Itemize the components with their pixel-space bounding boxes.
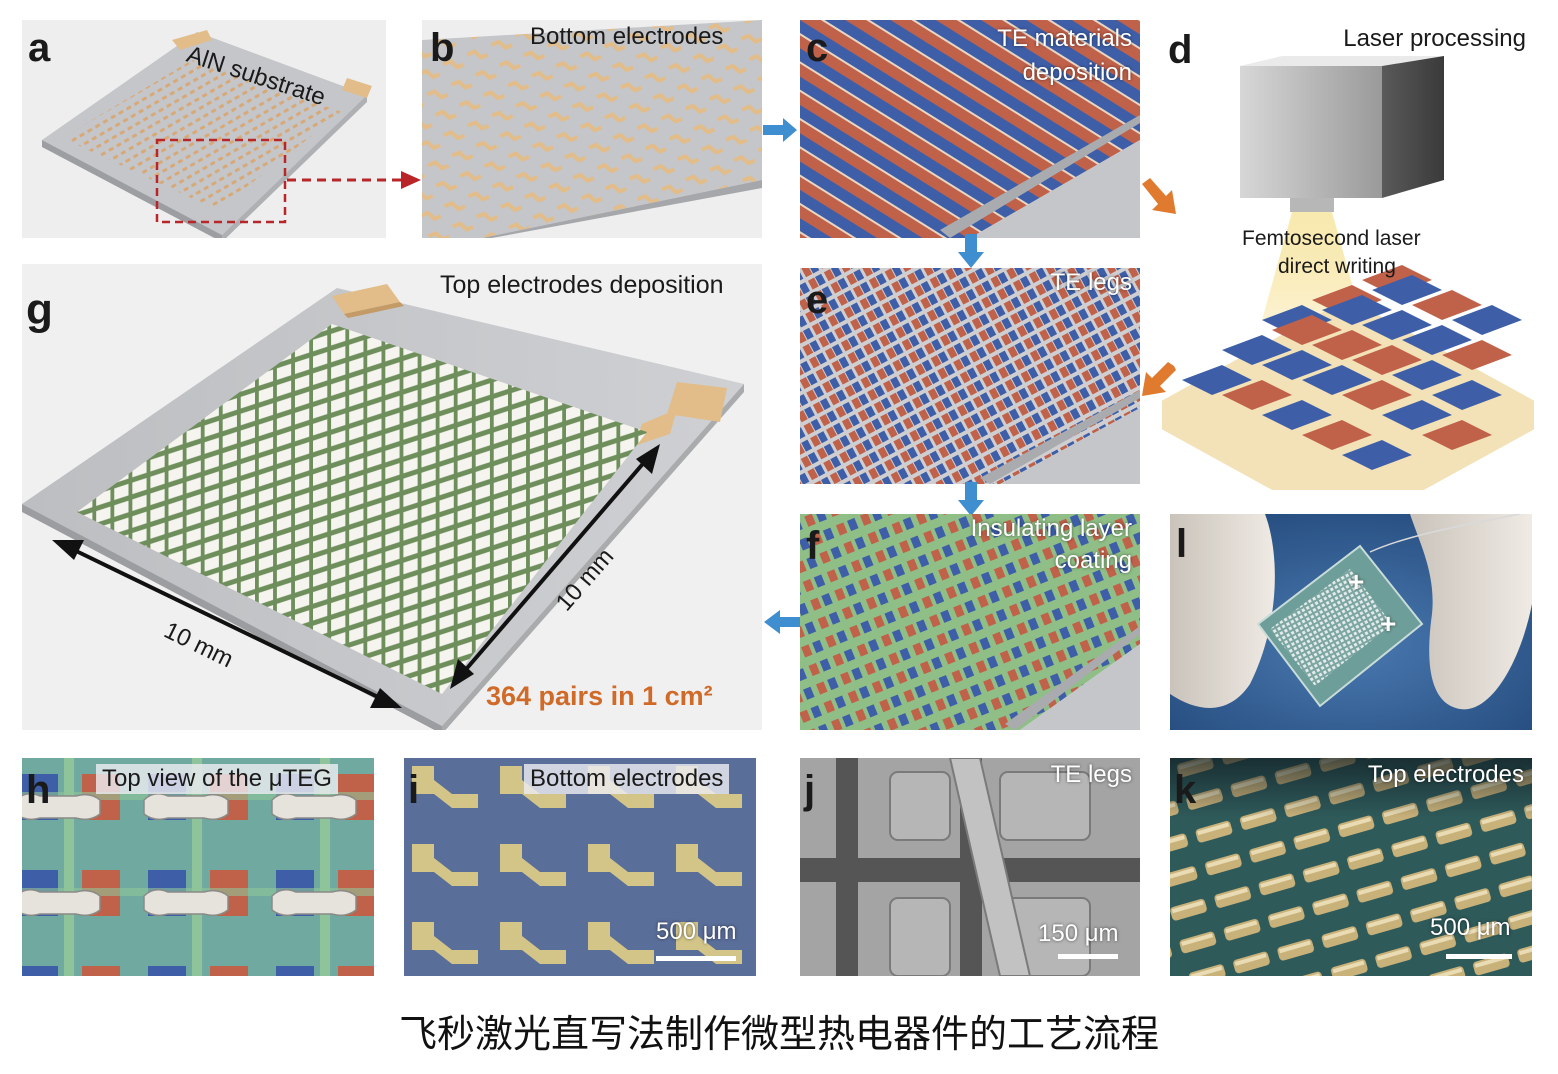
panel-i-scale: 500 μm xyxy=(656,918,737,945)
panel-f-illustration xyxy=(800,514,1140,730)
panel-c-label-line2: deposition xyxy=(1022,59,1132,86)
panel-c-illustration xyxy=(800,20,1140,238)
panel-d: d Laser processing Femtosecond laser dir… xyxy=(1162,20,1534,490)
panel-d-illustration xyxy=(1162,56,1534,490)
panel-g: g Top electrodes deposition 10 mm 10 mm … xyxy=(22,264,762,730)
panel-k-label: Top electrodes xyxy=(1367,761,1524,788)
panel-g-letter: g xyxy=(26,285,53,334)
panel-h-letter: h xyxy=(26,768,51,812)
panel-i-illustration xyxy=(404,758,756,976)
panel-f-letter: f xyxy=(806,524,820,568)
panel-l-plus-2: + xyxy=(1380,608,1397,639)
panel-e-illustration xyxy=(800,268,1140,484)
panel-d-annotation-line2: direct writing xyxy=(1278,255,1396,278)
panel-l: l + + xyxy=(1170,514,1532,730)
arrow-c-to-e xyxy=(958,234,984,268)
panel-l-photo xyxy=(1170,514,1532,730)
panel-k: k Top electrodes 500 μm xyxy=(1170,758,1532,976)
panel-j-illustration xyxy=(800,758,1140,976)
panel-h: h Top view of the μTEG xyxy=(22,758,374,976)
panel-f-label-line2: coating xyxy=(1054,547,1132,574)
panel-g-illustration xyxy=(22,284,744,730)
figure-caption: 飞秒激光直写法制作微型热电器件的工艺流程 xyxy=(398,1012,1159,1056)
arrow-d-to-e xyxy=(1142,362,1176,396)
panel-k-letter: k xyxy=(1174,768,1197,812)
panel-h-label: Top view of the μTEG xyxy=(96,764,338,794)
panel-g-density: 364 pairs in 1 cm² xyxy=(486,681,713,711)
panel-k-scale: 500 μm xyxy=(1430,914,1511,941)
dashed-arrow-a-to-b xyxy=(287,171,421,189)
panel-g-label: Top electrodes deposition xyxy=(440,271,724,299)
arrow-e-to-f xyxy=(958,482,984,516)
panel-d-letter: d xyxy=(1168,28,1193,72)
panel-k-illustration xyxy=(1170,758,1532,976)
panel-e: e TE legs xyxy=(800,268,1140,484)
panel-h-illustration xyxy=(22,758,374,976)
panel-i-letter: i xyxy=(408,768,420,812)
panel-a-letter: a xyxy=(28,26,51,70)
panel-c-letter: c xyxy=(806,26,829,70)
panel-e-label: TE legs xyxy=(1050,269,1132,296)
panel-b-label: Bottom electrodes xyxy=(530,23,724,50)
panel-c-label-line1: TE materials xyxy=(997,25,1132,52)
panel-a-illustration xyxy=(42,30,372,238)
panel-l-plus-1: + xyxy=(1348,566,1365,597)
panel-b-illustration xyxy=(422,20,762,238)
panel-j-label: TE legs xyxy=(1050,761,1132,788)
panel-l-letter: l xyxy=(1176,522,1188,566)
panel-e-letter: e xyxy=(806,278,829,322)
panel-i: i Bottom electrodes 500 μm xyxy=(404,758,756,976)
panel-d-annotation-line1: Femtosecond laser xyxy=(1242,227,1421,250)
panel-j: j TE legs 150 μm xyxy=(800,758,1140,976)
panel-j-scale: 150 μm xyxy=(1038,920,1119,947)
panel-i-label: Bottom electrodes xyxy=(524,764,730,794)
panel-b-letter: b xyxy=(430,26,455,70)
panel-f-label-line1: Insulating layer xyxy=(970,515,1132,542)
arrow-f-to-g xyxy=(764,610,800,634)
panel-d-tile-grid xyxy=(1182,265,1522,470)
panel-a: a AlN substrate xyxy=(22,20,386,238)
panel-b: b Bottom electrodes xyxy=(422,20,762,238)
panel-j-letter: j xyxy=(804,768,816,812)
panel-f: f Insulating layer coating xyxy=(800,514,1140,730)
arrow-c-to-d xyxy=(1142,178,1176,214)
arrow-b-to-c xyxy=(763,118,797,142)
panel-c: c TE materials deposition xyxy=(800,20,1140,238)
panel-d-label: Laser processing xyxy=(1343,25,1526,52)
